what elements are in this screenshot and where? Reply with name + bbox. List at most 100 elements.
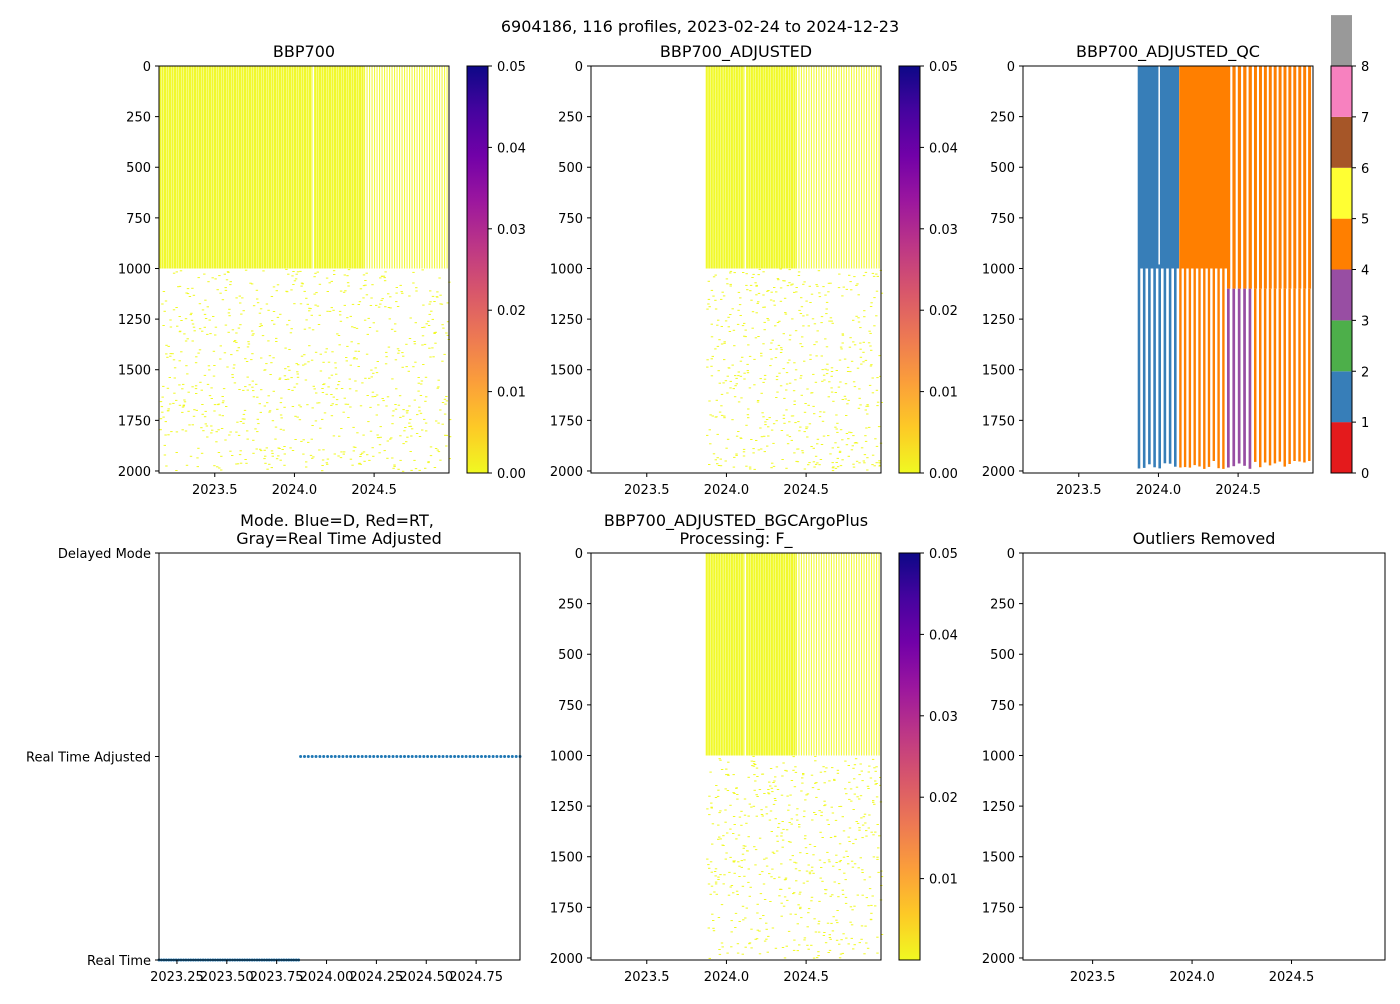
bbp700adj-sparse-sample: [763, 435, 766, 437]
bbp700adj-sparse-sample: [823, 379, 826, 381]
plus-sparse-sample: [756, 903, 759, 905]
bbp700-sparse-sample: [219, 358, 222, 360]
bbp700adj-sparse-sample: [760, 436, 764, 438]
bbp700-sparse-sample: [338, 435, 341, 437]
bbp700-sparse-sample: [339, 457, 343, 459]
bbp700adj-y-tick-label: 1250: [550, 313, 583, 328]
bbp700-dense-profile: [246, 66, 249, 269]
bbp700-dense-profile: [399, 66, 401, 269]
bbp700-sparse-sample: [391, 423, 394, 425]
plus-sparse-sample: [845, 937, 848, 939]
plus-axes-frame: [590, 552, 882, 961]
bbp700adj-sparse-sample: [798, 430, 801, 432]
bbp700adj-sparse-sample: [793, 291, 796, 293]
bbp700-sparse-sample: [167, 434, 170, 436]
bbp700-sparse-sample: [181, 411, 184, 413]
bbp700-sparse-sample: [256, 302, 260, 304]
plus-sparse-sample: [798, 870, 801, 872]
bbp700-sparse-sample: [443, 413, 447, 415]
qc-y-tick-label: 0: [1007, 60, 1015, 75]
plus-sparse-sample: [822, 935, 826, 936]
bbp700adj-sparse-sample: [735, 377, 738, 379]
bbp700adj-sparse-sample: [818, 292, 821, 294]
plus-sparse-sample: [717, 789, 720, 791]
bbp700adj-sparse-sample: [767, 435, 770, 437]
plus-sparse-sample: [712, 927, 715, 929]
plus-dense-profile: [825, 553, 828, 756]
bbp700-sparse-sample: [249, 282, 252, 284]
bbp700adj-sparse-sample: [755, 284, 758, 286]
bbp700-sparse-sample: [346, 317, 349, 319]
plus-sparse-sample: [862, 816, 866, 818]
plus-sparse-sample: [858, 798, 861, 800]
bbp700-dense-profile: [179, 66, 182, 269]
bbp700-sparse-sample: [163, 444, 166, 446]
bbp700-sparse-sample: [303, 328, 307, 330]
bbp700adj-sparse-sample: [848, 431, 851, 433]
plus-sparse-sample: [789, 794, 792, 796]
bbp700-sparse-sample: [372, 455, 375, 457]
bbp700adj-sparse-sample: [755, 440, 758, 441]
bbp700adj-sparse-sample: [820, 322, 823, 324]
bbp700-dense-profile: [384, 66, 386, 269]
bbp700-sparse-sample: [436, 449, 439, 451]
bbp700adj-sparse-sample: [796, 461, 800, 463]
plus-sparse-sample: [869, 777, 873, 779]
bbp700adj-sparse-sample: [825, 308, 828, 310]
plus-dense-profile: [873, 553, 875, 756]
plus-sparse-sample: [855, 821, 858, 822]
plus-sparse-sample: [833, 881, 836, 883]
bbp700-sparse-sample: [405, 412, 409, 414]
plus-colorbar-tick-label: 0.02: [929, 791, 958, 806]
bbp700-sparse-sample: [358, 462, 361, 464]
bbp700-sparse-sample: [289, 332, 293, 334]
plus-sparse-sample: [789, 913, 792, 915]
bbp700-sparse-sample: [228, 434, 231, 436]
bbp700-sparse-sample: [354, 350, 357, 352]
plus-sparse-sample: [794, 868, 798, 870]
plus-sparse-sample: [781, 821, 784, 822]
plus-sparse-sample: [819, 771, 823, 773]
plus-dense-profile: [785, 553, 789, 756]
plus-sparse-sample: [876, 824, 879, 825]
plus-sparse-sample: [832, 916, 835, 918]
bbp700adj-sparse-sample: [780, 349, 783, 351]
bbp700adj-x-tick-label: 2024.5: [783, 483, 829, 498]
bbp700adj-sparse-sample: [845, 433, 849, 434]
bbp700-sparse-sample: [250, 359, 253, 361]
bbp700-dense-profile: [376, 66, 378, 269]
bbp700-dense-profile: [329, 66, 332, 269]
mode-point: [495, 755, 499, 758]
bbp700-sparse-sample: [283, 375, 287, 377]
bbp700-dense-profile: [284, 66, 287, 269]
bbp700adj-dense-profile: [745, 66, 748, 269]
plus-sparse-sample: [827, 824, 830, 825]
plus-sparse-sample: [768, 819, 772, 821]
plus-dense-profile: [853, 553, 855, 756]
plus-dense-profile: [848, 553, 850, 756]
bbp700-sparse-sample: [260, 357, 263, 359]
bbp700adj-sparse-sample: [862, 275, 866, 277]
bbp700adj-sparse-sample: [822, 374, 826, 376]
bbp700adj-sparse-sample: [712, 276, 716, 278]
bbp700adj-colorbar-gradient: [898, 65, 921, 474]
plus-sparse-sample: [876, 858, 879, 860]
bbp700adj-sparse-sample: [799, 313, 803, 314]
bbp700adj-sparse-sample: [717, 465, 721, 466]
bbp700adj-sparse-sample: [880, 292, 884, 294]
plus-sparse-sample: [779, 888, 782, 890]
plus-sparse-sample: [839, 953, 843, 955]
bbp700-sparse-sample: [287, 273, 290, 275]
bbp700adj-sparse-sample: [809, 302, 812, 303]
plus-sparse-sample: [830, 922, 833, 924]
mode-point: [430, 755, 433, 758]
bbp700-sparse-sample: [168, 377, 171, 378]
bbp700-sparse-sample: [280, 417, 283, 419]
bbp700-sparse-sample: [188, 296, 192, 297]
bbp700-sparse-sample: [178, 360, 181, 362]
bbp700adj-sparse-sample: [753, 358, 756, 360]
bbp700-dense-profile: [236, 66, 239, 269]
plus-sparse-sample: [763, 899, 767, 900]
bbp700adj-sparse-sample: [852, 463, 855, 465]
plus-sparse-sample: [769, 768, 773, 769]
